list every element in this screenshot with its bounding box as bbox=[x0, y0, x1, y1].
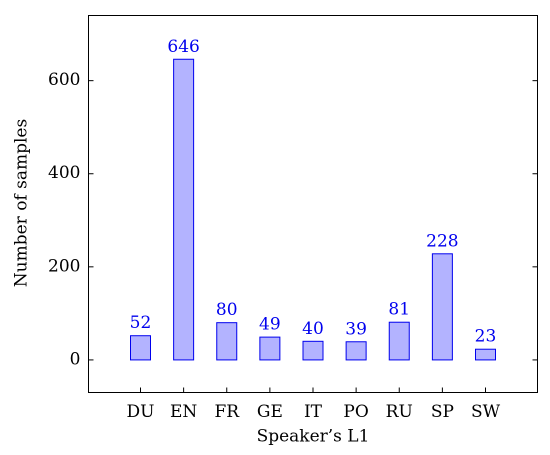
value-label: 40 bbox=[302, 319, 324, 339]
bar bbox=[345, 341, 367, 361]
y-tick-label: 0 bbox=[70, 349, 81, 369]
bar bbox=[475, 348, 496, 361]
x-tick-label: RU bbox=[386, 402, 413, 422]
bar bbox=[302, 340, 324, 361]
value-label: 49 bbox=[259, 315, 281, 335]
value-label: 80 bbox=[216, 300, 238, 320]
x-tick-label: SP bbox=[431, 402, 454, 422]
x-tick-label: PO bbox=[343, 402, 368, 422]
y-tick-label: 400 bbox=[48, 163, 80, 183]
y-axis-label: Number of samples bbox=[12, 119, 32, 287]
x-tick-label: IT bbox=[304, 402, 323, 422]
y-tick-label: 200 bbox=[48, 256, 80, 276]
bar bbox=[388, 321, 410, 361]
bar bbox=[130, 335, 151, 361]
value-label: 23 bbox=[475, 327, 497, 347]
x-tick-label: DU bbox=[127, 402, 155, 422]
bar bbox=[173, 58, 195, 361]
x-tick-label: GE bbox=[257, 402, 283, 422]
value-label: 39 bbox=[345, 319, 367, 339]
value-label: 81 bbox=[388, 300, 410, 320]
bar bbox=[431, 253, 453, 361]
bar bbox=[216, 322, 238, 361]
value-label: 646 bbox=[167, 37, 199, 57]
y-tick-label: 600 bbox=[48, 70, 80, 90]
x-tick-label: EN bbox=[170, 402, 197, 422]
x-axis-label: Speaker’s L1 bbox=[257, 427, 370, 447]
value-label: 52 bbox=[130, 313, 152, 333]
value-label: 228 bbox=[426, 231, 458, 251]
x-tick-label: FR bbox=[214, 402, 240, 422]
x-tick-label: SW bbox=[471, 402, 501, 422]
bar bbox=[259, 336, 281, 361]
